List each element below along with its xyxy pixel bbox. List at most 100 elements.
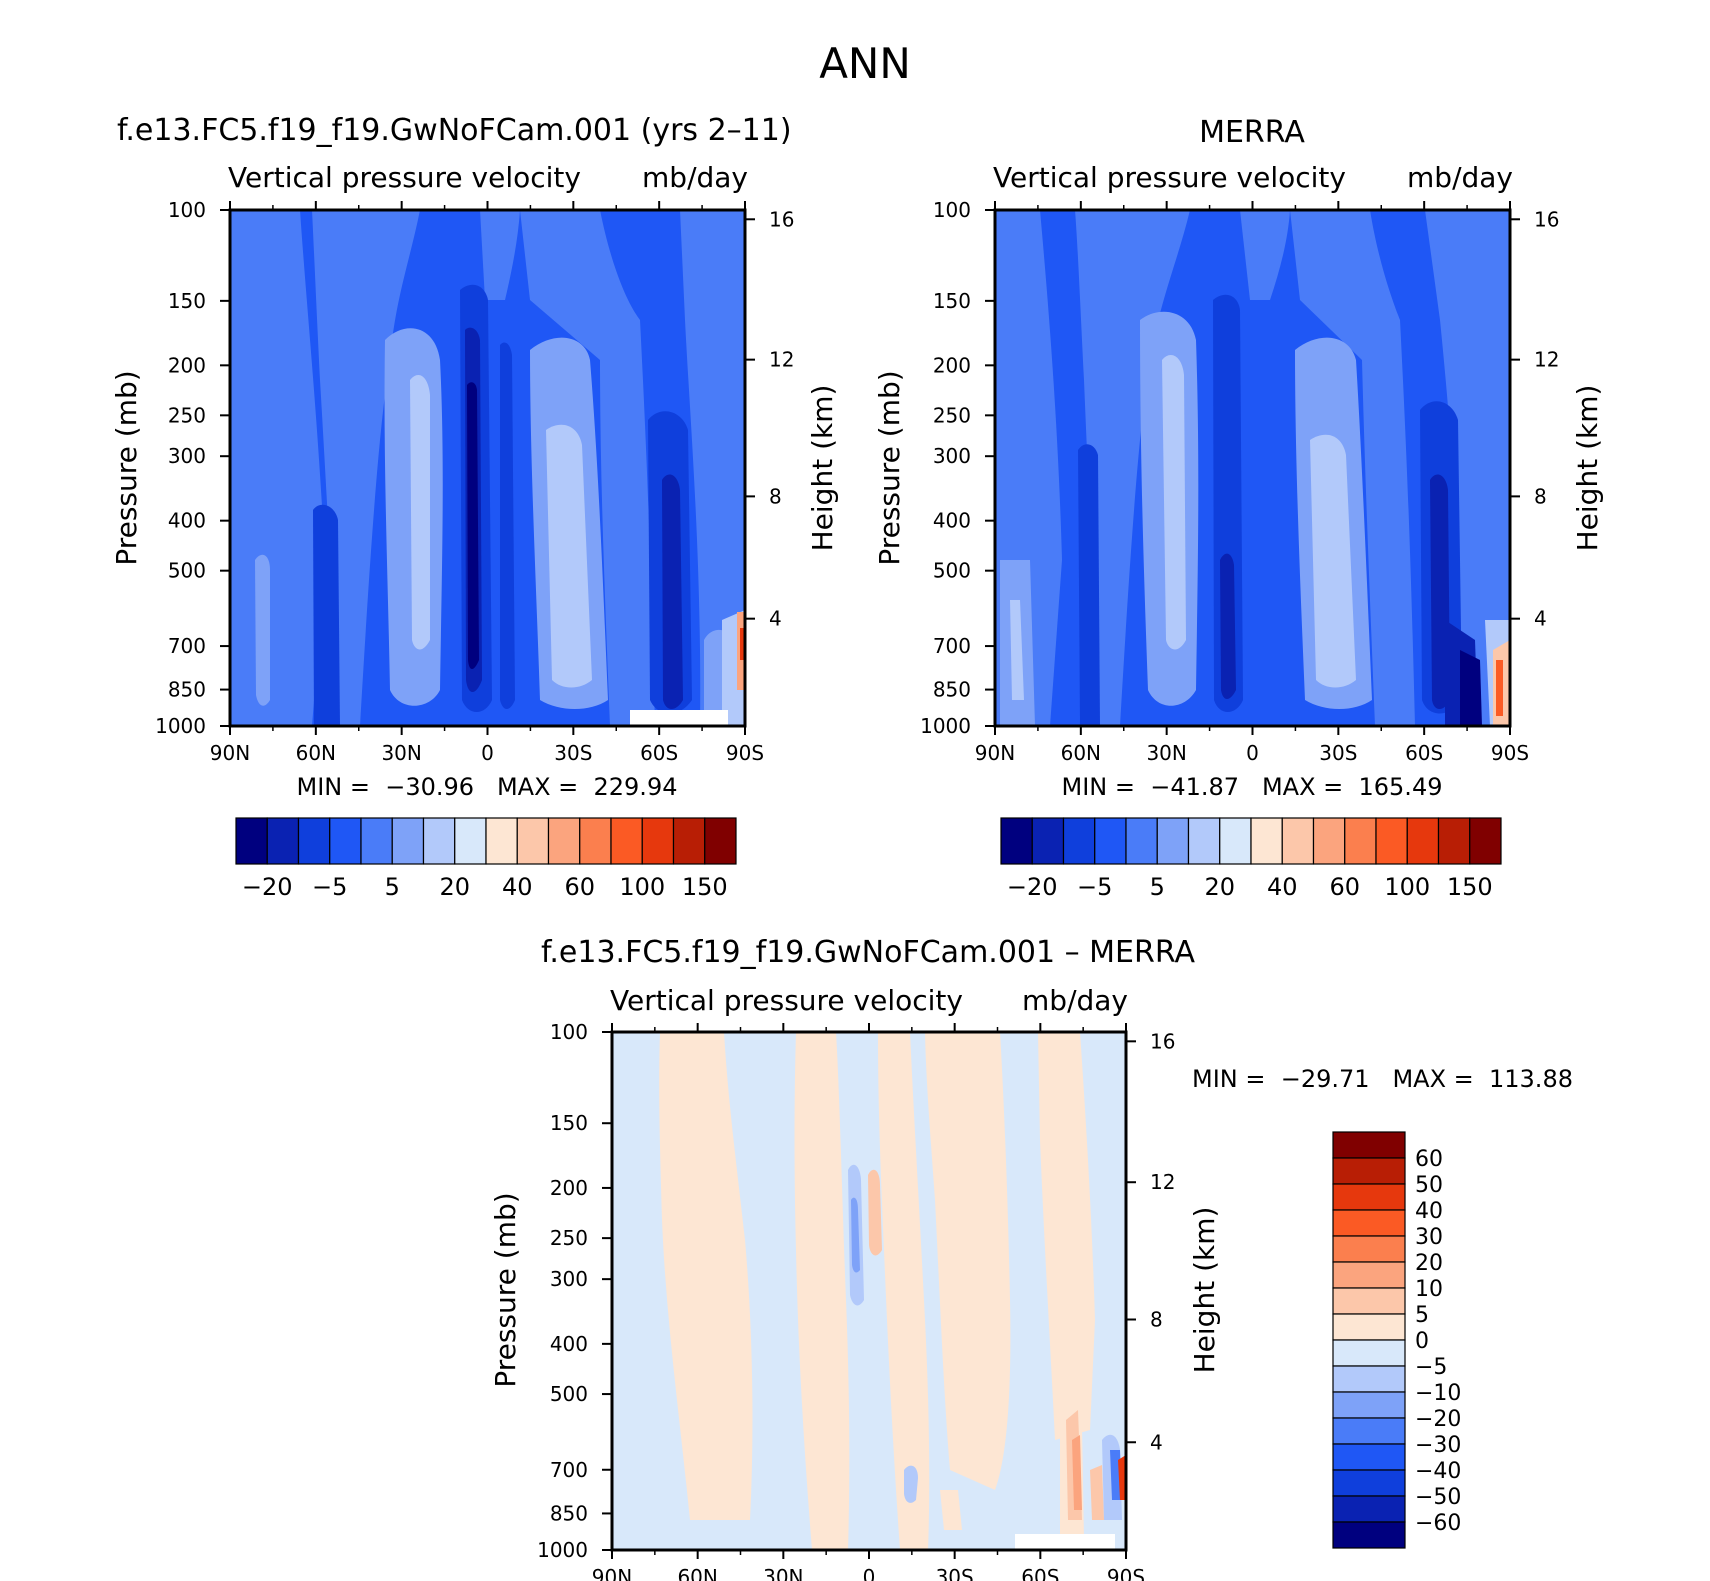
y-tick-label: 150: [933, 289, 971, 313]
x-tick-label: 60N: [1061, 741, 1101, 765]
y-tick-label: 1000: [537, 1538, 588, 1562]
colorbar-swatch: [1332, 1261, 1406, 1289]
colorbar-label: 20: [439, 873, 470, 901]
colorbar-swatch: [1156, 817, 1190, 865]
x-tick-label: 90N: [210, 741, 250, 765]
x-tick-label: 90N: [975, 741, 1015, 765]
y-tick-label: 850: [550, 1501, 588, 1525]
colorbar-swatch: [1332, 1391, 1406, 1419]
colorbar-swatch: [1375, 817, 1408, 865]
panel-diff-case-title: f.e13.FC5.f19_f19.GwNoFCam.001 – MERRA: [541, 935, 1195, 970]
panel-obs-x-ticks: 90N 60N 30N 0 30S 60S 90S: [975, 201, 1529, 765]
height-tick-label: 8: [1150, 1307, 1163, 1331]
colorbar-swatch: [1332, 1339, 1406, 1367]
colorbar-swatch: [1281, 817, 1315, 865]
x-tick-label: 0: [863, 1565, 876, 1581]
panel-diff-x-ticks: 90N 60N 30N 0 30S 60S 90S: [592, 1023, 1145, 1581]
colorbar-swatch: [1332, 1235, 1406, 1263]
height-tick-label: 4: [1150, 1430, 1163, 1454]
colorbar-label: 40: [502, 873, 533, 901]
colorbar-label: −50: [1415, 1485, 1461, 1510]
colorbar-swatch: [329, 817, 362, 865]
colorbar-swatch: [1094, 817, 1127, 865]
y-tick-label: 400: [933, 509, 971, 533]
y-tick-label: 500: [550, 1382, 588, 1406]
colorbar-swatch: [1250, 817, 1283, 865]
panel-model: f.e13.FC5.f19_f19.GwNoFCam.001 (yrs 2–11…: [110, 113, 839, 901]
height-tick-label: 16: [769, 207, 794, 231]
colorbar-swatch: [1406, 817, 1440, 865]
x-tick-label: 60N: [296, 741, 336, 765]
panel-obs-ylabel-right: Height (km): [1571, 385, 1604, 552]
y-tick-label: 200: [168, 353, 206, 377]
colorbar-label: 5: [1150, 873, 1165, 901]
colorbar-swatch: [1332, 1469, 1406, 1497]
figure-title: ANN: [819, 39, 911, 88]
x-tick-label: 0: [1246, 741, 1259, 765]
colorbar-label: 150: [682, 873, 728, 901]
panel-obs-colorbar: −20 −5 5 20 40 60 100 150: [1000, 817, 1502, 901]
height-tick-label: 12: [1150, 1170, 1175, 1194]
colorbar-label: −5: [312, 873, 347, 901]
colorbar-swatch: [1332, 1495, 1406, 1523]
panel-diff-field: [612, 1032, 1126, 1550]
colorbar-swatch: [1031, 817, 1065, 865]
panel-diff-units: mb/day: [1022, 984, 1128, 1017]
panel-obs-field: [995, 210, 1510, 726]
panel-model-case-title: f.e13.FC5.f19_f19.GwNoFCam.001 (yrs 2–11…: [117, 113, 792, 148]
colorbar-label: 60: [564, 873, 595, 901]
y-tick-label: 200: [550, 1176, 588, 1200]
x-tick-label: 90S: [1107, 1565, 1145, 1581]
panel-model-ylabel-right: Height (km): [806, 385, 839, 552]
colorbar-swatch: [454, 817, 487, 865]
panel-obs-ylabel: Pressure (mb): [873, 370, 906, 565]
x-tick-label: 90S: [726, 741, 764, 765]
colorbar-label: 20: [1204, 873, 1235, 901]
panel-model-y-ticks: 100 150 200 250 300 400 500 700 850 1000: [155, 198, 230, 738]
colorbar-swatch: [1332, 1365, 1406, 1393]
panel-obs: MERRA Vertical pressure velocity mb/day: [873, 115, 1604, 901]
height-tick-label: 4: [1534, 607, 1547, 631]
colorbar-label: 150: [1447, 873, 1493, 901]
height-tick-label: 8: [769, 484, 782, 508]
height-tick-label: 16: [1150, 1029, 1175, 1053]
panel-diff-height-ticks: 16 12 8 4: [1126, 1029, 1175, 1454]
colorbar-swatch: [1469, 817, 1502, 865]
panel-model-height-ticks: 16 12 8 4: [745, 207, 794, 631]
y-tick-label: 1000: [920, 714, 971, 738]
colorbar-swatch: [1000, 817, 1033, 865]
colorbar-swatch: [1332, 1209, 1406, 1237]
height-tick-label: 8: [1534, 484, 1547, 508]
y-tick-label: 1000: [155, 714, 206, 738]
x-tick-label: 90S: [1491, 741, 1529, 765]
colorbar-swatch: [1332, 1183, 1406, 1211]
panel-model-ylabel: Pressure (mb): [110, 370, 143, 565]
panel-diff-ylabel: Pressure (mb): [489, 1192, 522, 1387]
panel-obs-y-ticks: 100 150 200 250 300 400 500 700 850 1000: [920, 198, 995, 738]
height-tick-label: 4: [769, 607, 782, 631]
colorbar-label: −20: [1007, 873, 1058, 901]
colorbar-label: −5: [1415, 1355, 1447, 1380]
y-tick-label: 300: [168, 444, 206, 468]
panel-model-units: mb/day: [642, 161, 748, 194]
colorbar-swatch: [516, 817, 550, 865]
y-tick-label: 500: [168, 559, 206, 583]
colorbar-swatch: [1062, 817, 1096, 865]
colorbar-label: 30: [1415, 1225, 1443, 1250]
colorbar-swatch: [391, 817, 425, 865]
panel-model-x-ticks: 90N 60N 30N 0 30S 60S 90S: [210, 201, 764, 765]
x-tick-label: 0: [481, 741, 494, 765]
panel-obs-variable: Vertical pressure velocity: [993, 161, 1346, 194]
colorbar-swatch: [1332, 1521, 1406, 1549]
colorbar-swatch: [547, 817, 581, 865]
panel-model-field: [230, 210, 745, 726]
y-tick-label: 100: [933, 198, 971, 222]
colorbar-label: −20: [242, 873, 293, 901]
y-tick-label: 850: [933, 678, 971, 702]
colorbar-swatch: [1332, 1417, 1406, 1445]
y-tick-label: 700: [550, 1458, 588, 1482]
y-tick-label: 700: [933, 634, 971, 658]
x-tick-label: 30N: [381, 741, 421, 765]
panel-obs-min-max: MIN = −41.87 MAX = 165.49: [1062, 773, 1443, 801]
colorbar-label: 100: [1384, 873, 1430, 901]
